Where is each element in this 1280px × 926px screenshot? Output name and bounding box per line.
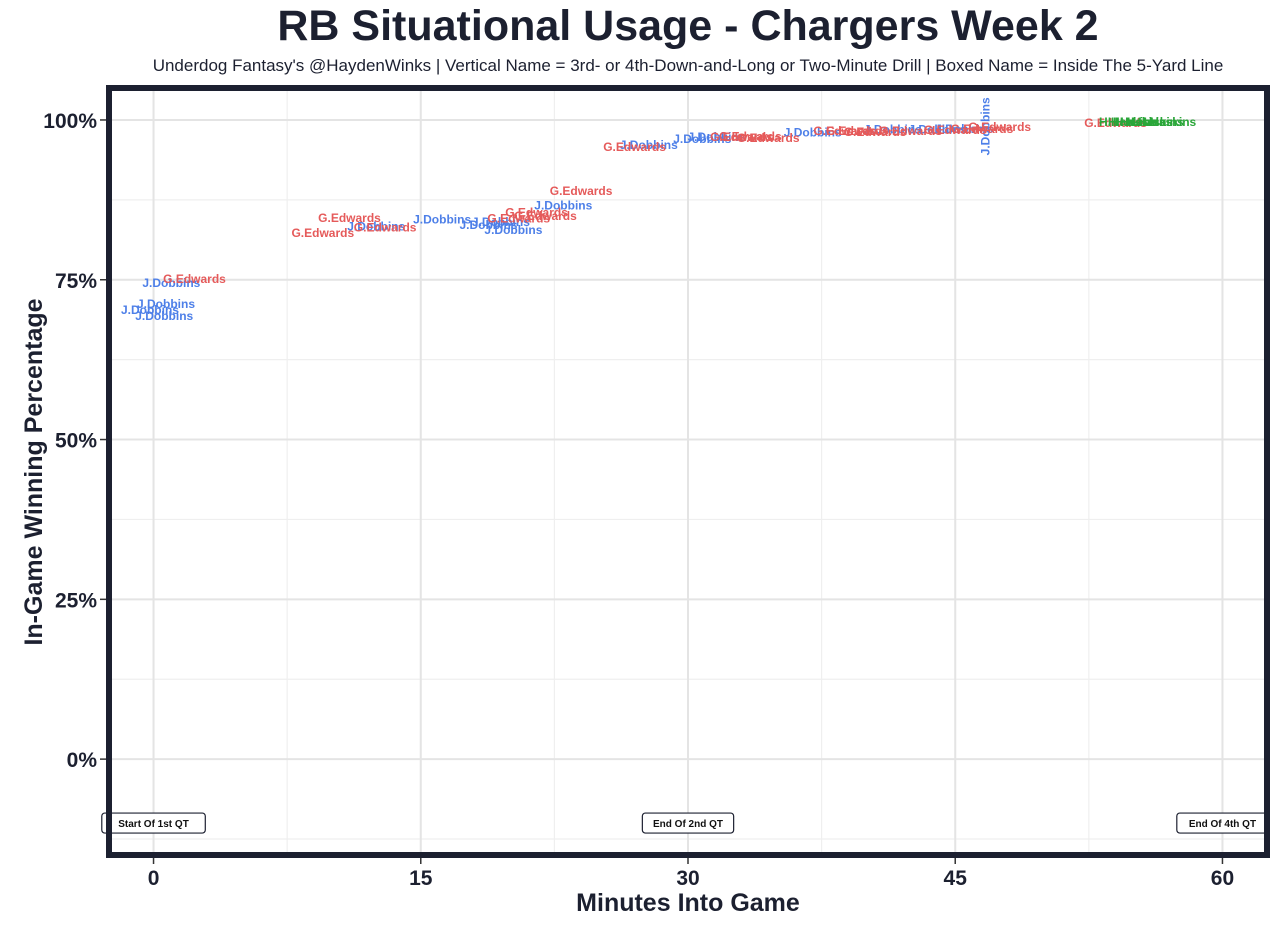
- point-label-j-dobbins: J.Dobbins: [142, 276, 200, 290]
- point-label-j-dobbins: J.Dobbins: [935, 122, 993, 136]
- y-tick-label: 100%: [43, 110, 97, 133]
- data-points-layer: J.DobbinsJ.DobbinsJ.DobbinsJ.DobbinsJ.Do…: [121, 97, 1197, 323]
- point-label-h-haskins: H.Haskins: [1108, 115, 1166, 129]
- point-label-g-edwards: G.Edwards: [354, 220, 417, 234]
- chart-subtitle: Underdog Fantasy's @HaydenWinks | Vertic…: [152, 56, 1224, 75]
- point-label-g-edwards: G.Edwards: [1084, 116, 1147, 130]
- point-label-g-edwards: G.Edwards: [505, 206, 568, 220]
- x-axis-label: Minutes Into Game: [576, 889, 800, 917]
- y-tick-label: 50%: [55, 430, 97, 453]
- point-label-j-dobbins: J.Dobbins: [784, 126, 842, 140]
- point-label-g-edwards: G.Edwards: [924, 123, 987, 137]
- point-label-j-dobbins: J.Dobbins: [137, 297, 195, 311]
- point-label-j-dobbins: J.Dobbins: [459, 218, 517, 232]
- annotation-layer: Start Of 1st QT End Of 2nd QT End Of 4th Q…: [101, 812, 1269, 834]
- point-label-j-dobbins: J.Dobbins: [979, 97, 993, 155]
- x-tick-label: 60: [1211, 867, 1234, 890]
- point-label-g-edwards: G.Edwards: [968, 120, 1031, 134]
- plot-frame: [106, 85, 1270, 858]
- x-tick-label: 30: [676, 867, 699, 890]
- point-label-j-dobbins: J.Dobbins: [620, 138, 678, 152]
- point-label-g-edwards: G.Edwards: [719, 130, 782, 144]
- point-label-h-haskins: H.Haskins: [1126, 115, 1184, 129]
- point-label-g-edwards: G.Edwards: [291, 226, 354, 240]
- point-label-j-dobbins: J.Dobbins: [413, 213, 471, 227]
- point-label-j-dobbins: J.Dobbins: [687, 130, 745, 144]
- point-label-h-haskins: H.Haskins: [1138, 115, 1196, 129]
- point-label-j-dobbins: J.Dobbins: [864, 123, 922, 137]
- x-tick-label: 0: [148, 867, 160, 890]
- y-tick-label: 75%: [55, 270, 97, 293]
- point-label-g-edwards: G.Edwards: [951, 122, 1014, 136]
- annotation-box: [641, 812, 735, 834]
- point-label-g-edwards: G.Edwards: [879, 124, 942, 138]
- axis-layer: 0 15 30 45 60 0% 25% 50% 75% 100%: [43, 110, 1234, 890]
- point-label-g-edwards: G.Edwards: [603, 140, 666, 154]
- x-tick-label: 15: [409, 867, 433, 890]
- x-tick-label: 45: [944, 867, 968, 890]
- point-label-g-edwards: G.Edwards: [826, 124, 889, 138]
- y-tick-label: 0%: [67, 749, 98, 772]
- point-label-g-edwards: G.Edwards: [514, 209, 577, 223]
- quarter-annotation: Start Of 1st QT: [101, 812, 206, 834]
- point-label-j-dobbins: J.Dobbins: [534, 199, 592, 213]
- point-label-g-edwards: G.Edwards: [318, 211, 381, 225]
- point-label-j-dobbins: J.Dobbins: [908, 123, 966, 137]
- point-label-g-edwards: G.Edwards: [550, 184, 613, 198]
- y-axis-label: In-Game Winning Percentage: [20, 298, 48, 645]
- annotation-text: End Of 4th QT: [1189, 819, 1256, 830]
- y-tick-label: 25%: [55, 589, 97, 612]
- point-label-j-dobbins: J.Dobbins: [121, 303, 179, 317]
- annotation-text: Start Of 1st QT: [118, 819, 189, 830]
- annotation-text: End Of 2nd QT: [653, 819, 723, 830]
- point-label-j-dobbins: J.Dobbins: [135, 309, 193, 323]
- point-label-g-edwards: G.Edwards: [163, 272, 226, 286]
- point-label-h-haskins: H.Haskins: [1099, 115, 1157, 129]
- quarter-annotation: End Of 4th QT: [1176, 812, 1269, 834]
- point-label-j-dobbins: J.Dobbins: [347, 220, 405, 234]
- chart-title: RB Situational Usage - Chargers Week 2: [277, 2, 1099, 50]
- point-label-j-dobbins: J.Dobbins: [673, 132, 731, 146]
- point-label-g-edwards: G.Edwards: [710, 130, 773, 144]
- point-label-g-edwards: G.Edwards: [813, 124, 876, 138]
- grid-layer: [109, 88, 1267, 855]
- point-label-j-dobbins: J.Dobbins: [484, 223, 542, 237]
- quarter-annotation: End Of 2nd QT: [641, 812, 735, 834]
- point-label-g-edwards: G.Edwards: [737, 131, 800, 145]
- point-label-j-dobbins: J.Dobbins: [472, 215, 530, 229]
- point-label-g-edwards: G.Edwards: [487, 211, 550, 225]
- point-label-h-haskins: H.Haskins: [1115, 115, 1173, 129]
- annotation-box: [101, 812, 206, 834]
- point-label-g-edwards: G.Edwards: [844, 125, 907, 139]
